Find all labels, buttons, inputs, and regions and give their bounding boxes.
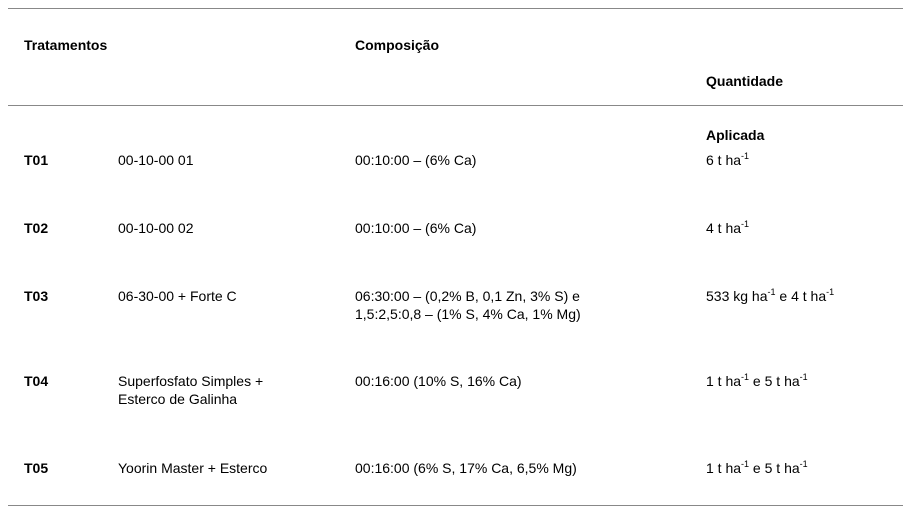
row-composition: 00:10:00 – (6% Ca): [355, 151, 476, 169]
header-quantity: Quantidade Aplicada: [706, 36, 783, 180]
row-composition: 00:16:00 (6% S, 17% Ca, 6,5% Mg): [355, 459, 577, 477]
row-quantity: 4 t ha-1: [706, 219, 749, 237]
quantity-exponent: -1: [799, 372, 808, 382]
treatment-line: Superfosfato Simples +: [118, 373, 264, 389]
row-treatment: 00-10-00 02: [118, 219, 194, 237]
composition-line: 06:30:00 – (0,2% B, 0,1 Zn, 3% S) e: [355, 288, 580, 304]
quantity-text: 1 t ha: [706, 373, 742, 389]
treatment-line: Yoorin Master + Esterco: [118, 460, 268, 476]
quantity-text: 1 t ha: [706, 460, 742, 476]
bottom-rule: [8, 505, 903, 506]
row-composition: 00:10:00 – (6% Ca): [355, 219, 476, 237]
composition-line: 1,5:2,5:0,8 – (1% S, 4% Ca, 1% Mg): [355, 306, 581, 322]
row-treatment: 00-10-00 01: [118, 151, 194, 169]
row-code: T01: [24, 152, 49, 168]
quantity-exponent: -1: [799, 459, 808, 469]
composition-line: 00:10:00 – (6% Ca): [355, 152, 477, 168]
row-treatment: 06-30-00 + Forte C: [118, 287, 237, 305]
row-code: T03: [24, 288, 49, 304]
row-composition: 00:16:00 (10% S, 16% Ca): [355, 372, 522, 390]
quantity-text: 4 t ha: [706, 220, 742, 236]
row-treatment: Yoorin Master + Esterco: [118, 459, 267, 477]
header-composition: Composição: [355, 37, 440, 53]
quantity-text: e 4 t ha: [775, 288, 827, 304]
header-quantity-line: Aplicada: [706, 127, 765, 143]
treatment-line: 00-10-00 01: [118, 152, 194, 168]
header-quantity-line: Quantidade: [706, 73, 784, 89]
header-treatments: Tratamentos: [24, 37, 108, 53]
row-code: T02: [24, 220, 49, 236]
row-treatment: Superfosfato Simples + Esterco de Galinha: [118, 372, 263, 408]
row-quantity: 533 kg ha-1 e 4 t ha-1: [706, 287, 834, 305]
row-quantity: 6 t ha-1: [706, 151, 749, 169]
quantity-text: 533 kg ha: [706, 288, 768, 304]
quantity-text: 6 t ha: [706, 152, 742, 168]
row-composition: 06:30:00 – (0,2% B, 0,1 Zn, 3% S) e 1,5:2…: [355, 287, 581, 323]
row-quantity: 1 t ha-1 e 5 t ha-1: [706, 372, 808, 390]
quantity-exponent: -1: [741, 459, 750, 469]
row-quantity: 1 t ha-1 e 5 t ha-1: [706, 459, 808, 477]
treatment-line: 00-10-00 02: [118, 220, 194, 236]
quantity-text: e 5 t ha: [749, 373, 800, 389]
row-code: T05: [24, 460, 49, 476]
composition-line: 00:16:00 (6% S, 17% Ca, 6,5% Mg): [355, 460, 577, 476]
quantity-exponent: -1: [741, 219, 750, 229]
composition-line: 00:10:00 – (6% Ca): [355, 220, 477, 236]
quantity-exponent: -1: [741, 372, 750, 382]
quantity-exponent: -1: [767, 287, 776, 297]
header-rule: [8, 105, 903, 106]
composition-line: 00:16:00 (10% S, 16% Ca): [355, 373, 522, 389]
top-rule: [8, 8, 903, 9]
quantity-exponent: -1: [741, 151, 750, 161]
quantity-exponent: -1: [826, 287, 835, 297]
treatment-line: 06-30-00 + Forte C: [118, 288, 237, 304]
quantity-text: e 5 t ha: [749, 460, 800, 476]
treatment-line: Esterco de Galinha: [118, 391, 238, 407]
row-code: T04: [24, 373, 49, 389]
